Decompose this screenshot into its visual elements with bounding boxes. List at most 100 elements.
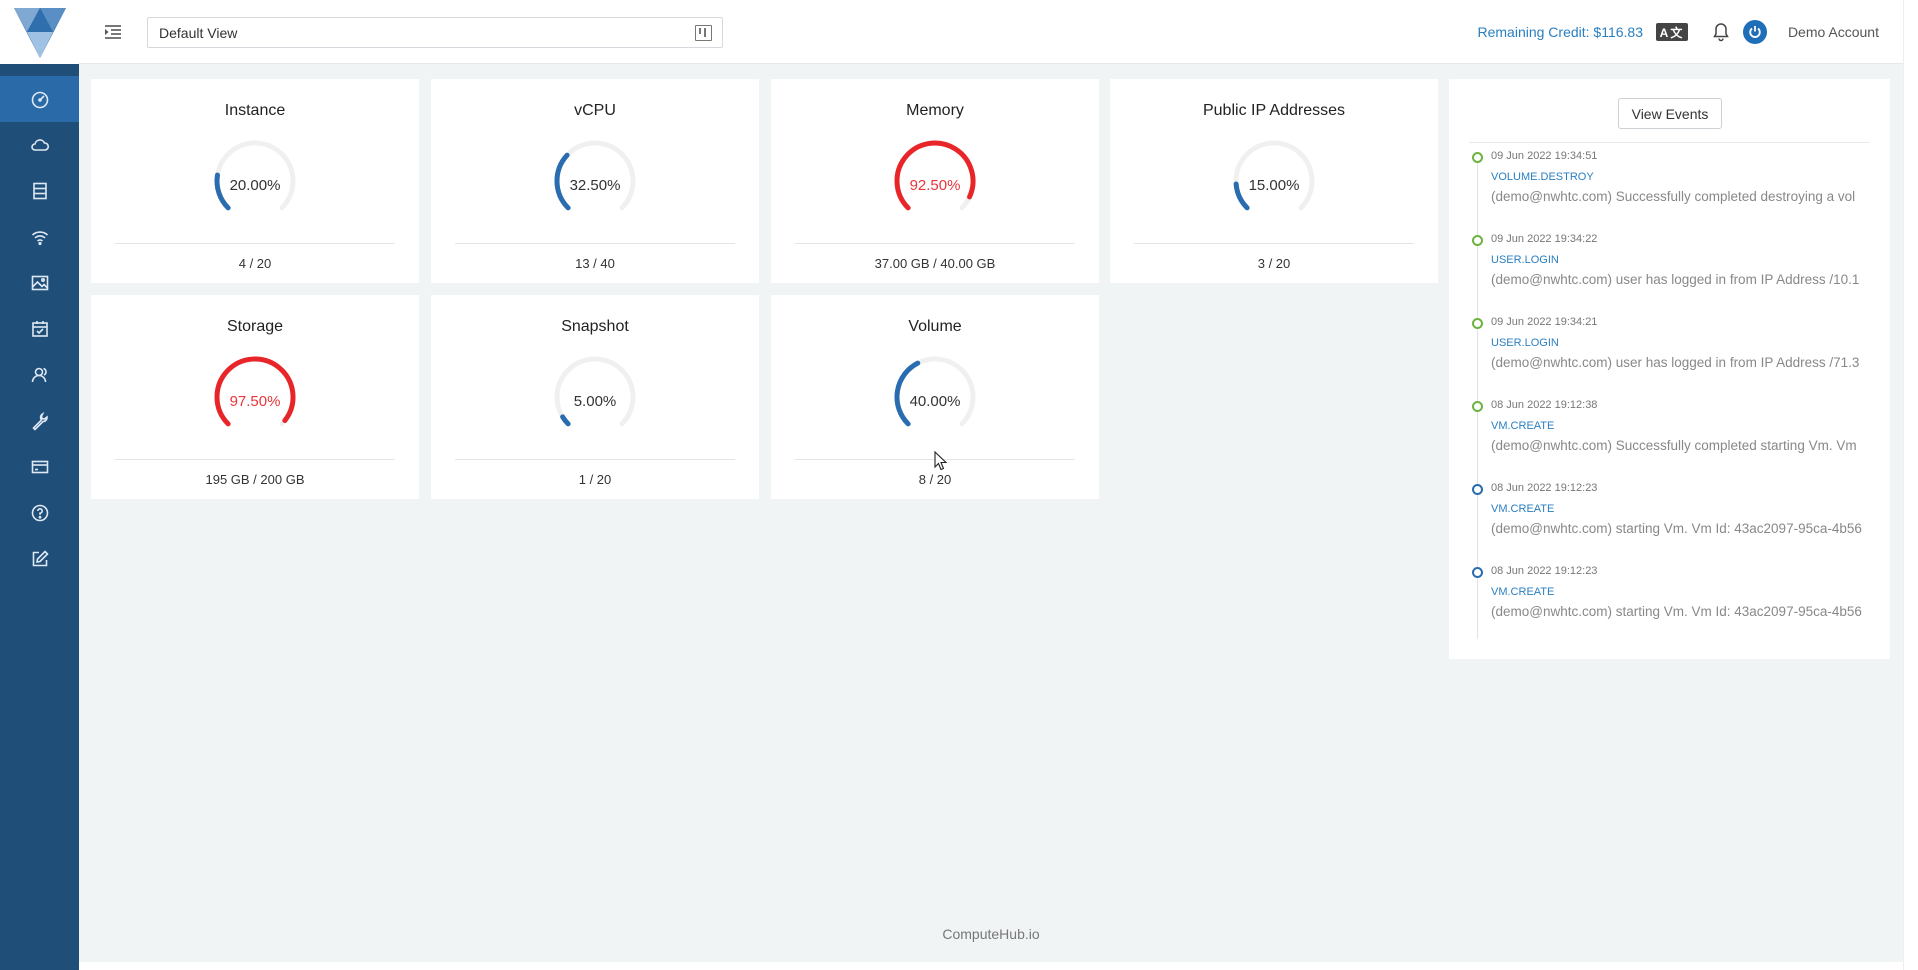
gauge-track — [554, 140, 636, 211]
event-time: 09 Jun 2022 19:34:51 — [1491, 150, 1598, 162]
event-type[interactable]: VM.CREATE — [1491, 420, 1555, 432]
horizontal-scrollbar[interactable] — [79, 962, 1903, 970]
event-message: (demo@nwhtc.com) user has logged in from… — [1491, 355, 1860, 370]
event-dot — [1472, 401, 1483, 412]
remaining-credit[interactable]: Remaining Credit: $116.83 — [1477, 24, 1643, 40]
card-title: Storage — [226, 318, 284, 335]
gauge-fill — [554, 152, 571, 211]
card-usage: 4 / 20 — [238, 256, 272, 271]
account-menu[interactable]: Demo Account — [1787, 24, 1879, 40]
brand-logo[interactable] — [0, 0, 79, 64]
logo-icon — [13, 8, 66, 58]
event-message: (demo@nwhtc.com) Successfully completed … — [1491, 189, 1856, 204]
gauge-percent: 5.00% — [573, 393, 617, 410]
card-divider — [115, 243, 395, 244]
sidebar-item-dashboard[interactable] — [0, 76, 79, 122]
gauge-percent: 15.00% — [1248, 177, 1300, 194]
card-usage: 13 / 40 — [575, 256, 615, 271]
card-usage: 3 / 20 — [1257, 256, 1291, 271]
event-item[interactable]: 08 Jun 2022 19:12:38 VM.CREATE (demo@nwh… — [1472, 398, 1869, 481]
sidebar-item-schedule[interactable] — [0, 306, 79, 352]
gauge-fill — [214, 356, 296, 427]
event-item[interactable]: 08 Jun 2022 19:12:23 VM.CREATE (demo@nwh… — [1472, 564, 1869, 647]
bell-icon[interactable] — [1711, 21, 1731, 43]
credit-card-icon — [31, 460, 48, 474]
card-public-ip: Public IP Addresses 15.00% 3 / 20 — [1110, 79, 1438, 283]
event-message: (demo@nwhtc.com) user has logged in from… — [1491, 272, 1860, 287]
card-snapshot: Snapshot 5.00% 1 / 20 — [431, 295, 759, 499]
event-item[interactable]: 09 Jun 2022 19:34:51 VOLUME.DESTROY (dem… — [1472, 149, 1869, 232]
event-type[interactable]: USER.LOGIN — [1491, 254, 1559, 266]
events-divider — [1469, 142, 1870, 143]
event-message: (demo@nwhtc.com) starting Vm. Vm Id: 43a… — [1491, 521, 1862, 536]
event-time: 09 Jun 2022 19:34:21 — [1491, 316, 1598, 328]
event-dot — [1472, 152, 1483, 163]
gauge-track — [214, 140, 296, 211]
event-dot — [1472, 484, 1483, 495]
menu-toggle-icon[interactable] — [101, 20, 125, 44]
sidebar-item-servers[interactable] — [0, 168, 79, 214]
event-timeline: 09 Jun 2022 19:34:51 VOLUME.DESTROY (dem… — [1472, 149, 1869, 647]
wrench-icon — [31, 411, 48, 431]
card-memory: Memory 92.50% 37.00 GB / 40.00 GB — [771, 79, 1099, 283]
footer-brand: ComputeHub.io — [942, 926, 1040, 942]
card-usage: 1 / 20 — [578, 472, 612, 487]
sidebar-item-billing[interactable] — [0, 444, 79, 490]
event-item[interactable]: 08 Jun 2022 19:12:23 VM.CREATE (demo@nwh… — [1472, 481, 1869, 564]
calendar-check-icon — [31, 321, 48, 337]
cloud-icon — [30, 139, 49, 151]
card-title: vCPU — [574, 102, 616, 119]
sidebar-item-users[interactable] — [0, 352, 79, 398]
gauge-public-ip — [1233, 140, 1315, 211]
sidebar-nav — [0, 76, 79, 582]
language-icon[interactable]: A文 — [1656, 23, 1688, 41]
sidebar — [0, 0, 79, 970]
card-storage: Storage 97.50% 195 GB / 200 GB — [91, 295, 419, 499]
sidebar-item-help[interactable] — [0, 490, 79, 536]
sidebar-item-tools[interactable] — [0, 398, 79, 444]
power-icon[interactable] — [1743, 20, 1767, 44]
event-type[interactable]: VM.CREATE — [1491, 586, 1555, 598]
server-icon — [32, 182, 47, 200]
gauge-track — [554, 356, 636, 427]
gauge-volume — [894, 356, 976, 427]
card-usage: 8 / 20 — [918, 472, 952, 487]
event-type[interactable]: USER.LOGIN — [1491, 337, 1559, 349]
mouse-cursor-icon — [934, 451, 948, 471]
event-time: 08 Jun 2022 19:12:23 — [1491, 565, 1598, 577]
vertical-scrollbar[interactable] — [1903, 0, 1918, 970]
sidebar-item-images[interactable] — [0, 260, 79, 306]
event-item[interactable]: 09 Jun 2022 19:34:21 USER.LOGIN (demo@nw… — [1472, 315, 1869, 398]
card-usage: 37.00 GB / 40.00 GB — [874, 256, 996, 271]
dashboard-icon — [31, 91, 48, 109]
card-title: Instance — [224, 102, 286, 119]
board-icon[interactable] — [695, 25, 712, 41]
card-title: Memory — [906, 102, 964, 119]
sidebar-item-cloud[interactable] — [0, 122, 79, 168]
sidebar-item-notes[interactable] — [0, 536, 79, 582]
event-dot — [1472, 567, 1483, 578]
event-type[interactable]: VOLUME.DESTROY — [1491, 171, 1594, 183]
card-title: Snapshot — [561, 318, 629, 335]
event-type[interactable]: VM.CREATE — [1491, 503, 1555, 515]
power-symbol-icon — [1749, 26, 1761, 38]
event-time: 08 Jun 2022 19:12:23 — [1491, 482, 1598, 494]
edit-icon — [32, 550, 49, 567]
gauge-fill — [894, 140, 976, 211]
event-item[interactable]: 09 Jun 2022 19:34:22 USER.LOGIN (demo@nw… — [1472, 232, 1869, 315]
users-icon — [31, 367, 47, 383]
event-dot — [1472, 318, 1483, 329]
event-time: 08 Jun 2022 19:12:38 — [1491, 399, 1598, 411]
gauge-fill — [1233, 181, 1250, 211]
gauge-percent: 97.50% — [229, 393, 281, 410]
card-divider — [115, 459, 395, 460]
view-select[interactable]: Default View — [147, 17, 723, 48]
sidebar-item-network[interactable] — [0, 214, 79, 260]
gauge-percent: 32.50% — [569, 177, 621, 194]
view-select-value: Default View — [159, 25, 238, 41]
gauge-vcpu — [554, 140, 636, 211]
gauge-snapshot — [554, 356, 636, 427]
wifi-icon — [31, 231, 48, 246]
card-usage: 195 GB / 200 GB — [205, 472, 305, 487]
view-events-button[interactable]: View Events — [1618, 98, 1722, 129]
